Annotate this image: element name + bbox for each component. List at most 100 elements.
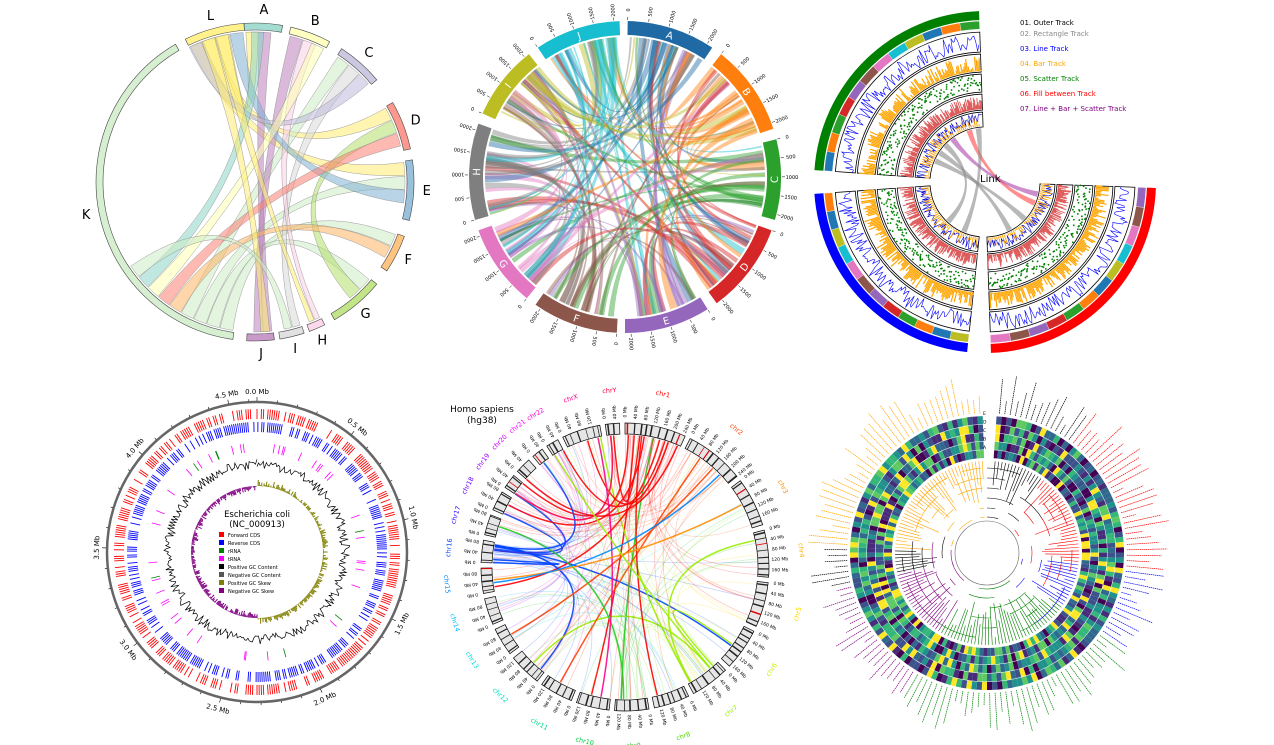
chord-link	[526, 74, 727, 129]
combined-bar	[1001, 235, 1007, 247]
heatmap-cell	[1105, 528, 1114, 535]
fill-between-track	[904, 151, 917, 157]
scatter-point	[1025, 264, 1028, 267]
forward-cds	[367, 473, 377, 480]
forward-cds	[155, 645, 164, 654]
fill-between-track	[963, 101, 968, 112]
scatter-point	[907, 240, 910, 243]
scatter-point	[943, 97, 946, 100]
gc-skew	[205, 589, 210, 594]
tree-branch	[1052, 604, 1060, 611]
tree-branch	[896, 565, 927, 573]
heatmap-cell	[1035, 435, 1044, 445]
fill-between-track	[1052, 210, 1057, 213]
heatmap-cell	[998, 442, 1004, 451]
forward-cds	[271, 409, 274, 420]
leaf-label	[964, 691, 969, 717]
leaf-label	[864, 635, 875, 643]
reverse-cds	[189, 440, 196, 450]
scatter-point	[896, 224, 899, 227]
heatmap-cell	[926, 447, 935, 457]
scatter-point	[1014, 280, 1017, 283]
tree-branch	[1041, 550, 1079, 553]
heatmap-cell	[887, 521, 897, 528]
reverse-cds	[369, 593, 380, 598]
heatmap-cell	[918, 623, 927, 633]
bar-track	[910, 81, 920, 93]
legend-item: Negative GC Content	[228, 573, 281, 579]
gc-skew	[307, 593, 313, 598]
forward-cds	[201, 419, 207, 430]
genomic-link	[516, 476, 722, 527]
genomic-link	[537, 471, 717, 666]
scatter-point	[911, 104, 914, 107]
heatmap-cell	[1011, 453, 1018, 463]
combined-bar	[1039, 195, 1052, 199]
scatter-point	[912, 108, 915, 111]
genomic-link	[610, 435, 628, 699]
heatmap-cell	[888, 467, 898, 476]
line-track	[837, 191, 972, 327]
scatter-point	[1071, 241, 1074, 244]
genomic-link	[494, 462, 576, 550]
fill-between-track	[939, 243, 947, 254]
bar-track	[1060, 262, 1070, 272]
scatter-point	[912, 253, 915, 256]
heatmap-cell	[1029, 423, 1038, 434]
bar-track	[1068, 254, 1077, 263]
heatmap-cell	[1052, 466, 1061, 476]
leaf-label	[888, 405, 910, 437]
sector-label: C	[364, 46, 373, 61]
heatmap-cell	[945, 648, 952, 658]
scatter-point	[1022, 269, 1025, 271]
forward-cds	[344, 444, 352, 453]
combined-bar	[929, 141, 940, 150]
tick-label: 0 Mb	[490, 475, 503, 486]
bar-track	[1065, 257, 1069, 262]
fill-between-track	[904, 190, 913, 193]
rna-feature	[193, 463, 200, 471]
outer-track	[990, 187, 1156, 353]
legend-item: 01. Outer Track	[1020, 19, 1075, 27]
leaf-label	[824, 503, 854, 514]
heatmap-cell	[1049, 463, 1058, 473]
heatmap-cell	[867, 556, 876, 562]
heatmap-cell	[893, 506, 903, 514]
tree-branch	[938, 600, 958, 632]
scatter-point	[1065, 227, 1068, 229]
sector-D	[386, 102, 411, 151]
heatmap-cell	[875, 556, 884, 562]
gc-skew	[278, 486, 280, 490]
scatter-point	[960, 88, 963, 90]
fill-between-track	[926, 235, 936, 247]
heatmap-cell	[954, 445, 961, 455]
heatmap-cell	[1092, 491, 1102, 500]
heatmap-cell	[850, 567, 860, 574]
gc-skew	[275, 614, 279, 621]
heatmap-cell	[916, 663, 926, 674]
tick-label: 40 Mb	[469, 516, 484, 526]
forward-cds	[124, 602, 135, 608]
bar-track	[868, 155, 877, 159]
tick-label: 80 Mb	[463, 570, 477, 577]
heatmap-cell	[1044, 666, 1053, 676]
fill-between-track	[1015, 247, 1023, 261]
combined-bar	[1024, 220, 1028, 223]
fill-between-track	[1057, 189, 1072, 192]
bar-track	[1095, 187, 1109, 190]
forward-cds	[238, 410, 241, 421]
heatmap-cell	[994, 647, 999, 656]
rna-feature	[356, 560, 366, 562]
heatmap-cell	[1024, 656, 1032, 666]
scatter-point	[913, 252, 915, 254]
bar-track	[1086, 226, 1100, 233]
heatmap-row-label: E	[983, 411, 986, 417]
gc-skew	[281, 613, 284, 617]
heatmap-cell	[874, 486, 884, 495]
fill-between-track	[1045, 222, 1051, 226]
tick-label: 200 Mb	[673, 412, 684, 430]
genomic-link	[554, 455, 592, 683]
scatter-point	[1077, 225, 1080, 228]
scatter-point	[1078, 210, 1081, 212]
heatmap-cell	[1055, 627, 1065, 637]
